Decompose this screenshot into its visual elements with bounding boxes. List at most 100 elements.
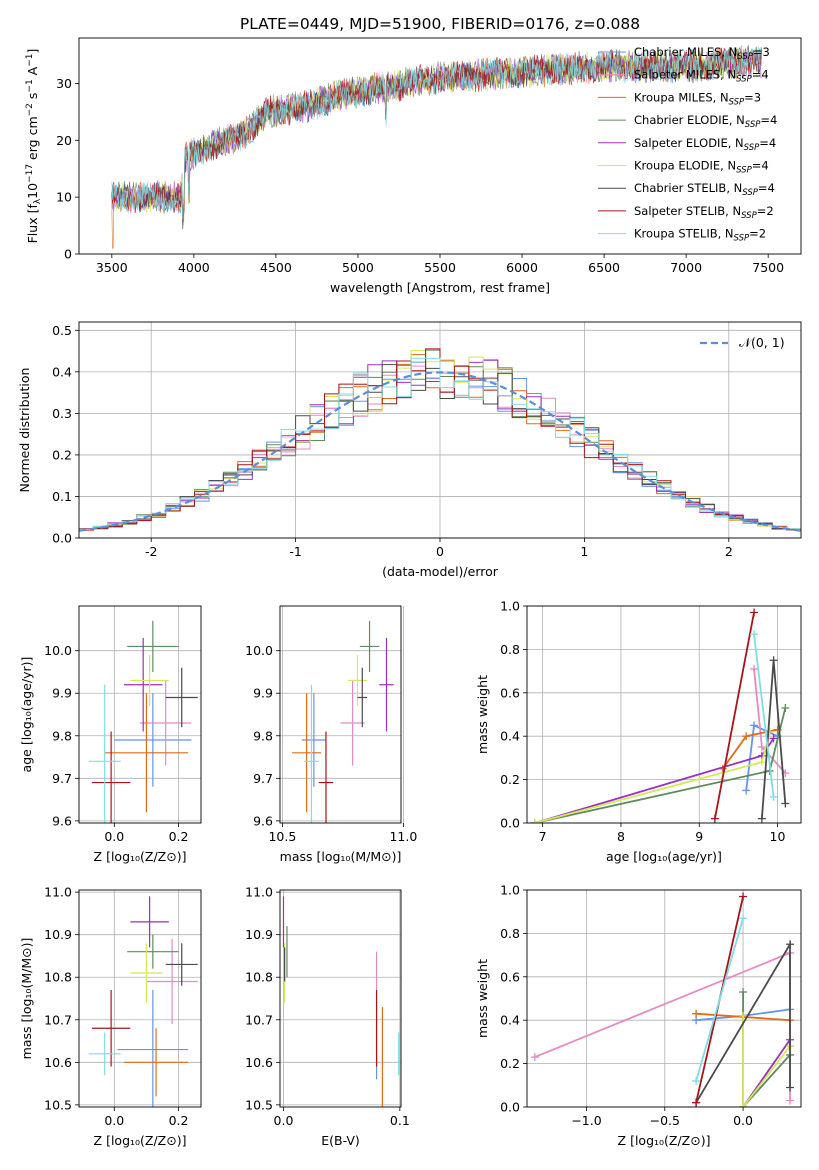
axes-frame: [279, 889, 402, 1108]
y-tick-label: 10.5: [44, 1097, 72, 1112]
weight-marker: [781, 703, 790, 712]
x-tick-label: 7000: [670, 260, 702, 275]
x-tick-label: 7500: [752, 260, 784, 275]
weight-marker: [781, 799, 790, 808]
x-tick-label: 1: [580, 544, 588, 559]
x-tick-label: 0.2: [169, 1113, 189, 1128]
y-tick-label: 10.7: [245, 1012, 273, 1027]
x-tick-label: 0.0: [733, 1113, 753, 1128]
y-tick-label: 30: [56, 76, 72, 91]
legend-entry: Chabrier STELIB, NSSP=4: [634, 181, 775, 198]
y-tick-label: 9.7: [52, 771, 72, 786]
x-axis-label: Z [log₁₀(Z/Z⊙)]: [94, 849, 187, 864]
weight-marker: [750, 721, 759, 730]
y-tick-label: 0: [64, 247, 72, 262]
y-tick-label: 0.5: [52, 323, 72, 338]
residuals-series-group: [79, 348, 801, 532]
weight-marker: [757, 814, 766, 823]
x-tick-label: −1.0: [571, 1113, 601, 1128]
y-tick-label: 9.9: [52, 686, 72, 701]
x-tick-label: 0.0: [274, 1113, 294, 1128]
legend-entry: Salpeter MILES, NSSP=4: [634, 68, 769, 85]
y-tick-label: 0.0: [52, 531, 72, 546]
axes-frame: [78, 321, 802, 539]
axes-frame: [78, 37, 802, 255]
y-tick-label: 10.6: [245, 1055, 273, 1070]
x-axis-label: Z [log₁₀(Z/Z⊙)]: [618, 1133, 711, 1148]
x-tick-label: 5500: [424, 260, 456, 275]
weight-line: [534, 731, 771, 823]
y-tick-label: 11.0: [44, 885, 72, 900]
axes-frame: [78, 605, 202, 824]
weight-line: [714, 612, 755, 819]
y-tick-label: 0.6: [500, 685, 520, 700]
x-tick-label: 8: [617, 829, 625, 844]
x-tick-label: 4000: [178, 260, 210, 275]
x-tick-label: 0.2: [169, 829, 189, 844]
y-tick-label: 0.3: [52, 406, 72, 421]
legend-entry: Chabrier MILES, NSSP=3: [634, 45, 770, 62]
spectrum-series-group: [111, 44, 762, 249]
grid-layer: [79, 322, 801, 1108]
y-tick-label: 10.8: [245, 970, 273, 985]
x-tick-label: -2: [145, 544, 157, 559]
data-layer: [79, 44, 801, 1107]
weight-line: [753, 634, 775, 798]
weight-marker: [739, 987, 748, 996]
axes-frame: [526, 889, 802, 1108]
legend-entry: Kroupa MILES, NSSP=3: [634, 90, 761, 107]
x-tick-label: 7: [539, 829, 547, 844]
weight-marker: [530, 1053, 539, 1062]
y-tick-label: 9.7: [253, 771, 273, 786]
x-axis-label: age [log₁₀(age/yr)]: [606, 849, 722, 864]
gaussian-curve: [79, 371, 801, 532]
legend-entry: Kroupa ELODIE, NSSP=4: [634, 159, 769, 176]
x-tick-label: 3500: [96, 260, 128, 275]
y-tick-label: 0.8: [500, 926, 520, 941]
mass_vs_ebv-series-group: [282, 896, 400, 1107]
weight-marker: [739, 892, 748, 901]
y-tick-label: 0.1: [52, 489, 72, 504]
weight_vs_age-series-group: [530, 608, 790, 823]
y-axis-label: Normed distribution: [17, 368, 32, 493]
weight-line: [742, 1015, 791, 1107]
y-tick-label: 10.0: [44, 643, 72, 658]
x-tick-label: 10.5: [268, 829, 296, 844]
weight-marker: [769, 656, 778, 665]
weight-marker: [739, 914, 748, 923]
x-tick-label: 0.1: [390, 1113, 410, 1128]
y-tick-label: 0.2: [500, 772, 520, 787]
weight-line: [695, 917, 744, 1082]
y-axis-label: mass weight: [475, 675, 490, 754]
weight_vs_Z-series-group: [530, 892, 795, 1107]
weight-marker: [786, 940, 795, 949]
x-tick-label: 0.0: [104, 829, 124, 844]
x-tick-label: 10: [770, 829, 786, 844]
axes-frame: [526, 605, 802, 824]
weight-marker: [750, 608, 759, 617]
y-tick-label: 11.0: [245, 885, 273, 900]
weight-marker: [530, 819, 539, 823]
y-tick-label: 9.6: [253, 813, 273, 828]
y-axis-label: mass [log₁₀(M/M⊙)]: [19, 938, 34, 1060]
legend-entry: Salpeter STELIB, NSSP=2: [634, 204, 774, 221]
y-tick-label: 0.2: [52, 447, 72, 462]
weight-marker: [739, 1011, 748, 1020]
weight-marker: [765, 727, 774, 736]
weight-marker: [786, 1083, 795, 1092]
weight-marker: [742, 786, 751, 795]
axes-frame: [279, 605, 402, 824]
y-tick-label: 10.9: [245, 927, 273, 942]
x-tick-label: 0.0: [104, 1113, 124, 1128]
x-axis-label: mass [log₁₀(M/M⊙)]: [280, 849, 402, 864]
weight-marker: [757, 758, 766, 767]
x-tick-label: 5000: [342, 260, 374, 275]
x-tick-label: -1: [289, 544, 301, 559]
spectrum-line: [111, 46, 762, 220]
x-tick-label: 6000: [506, 260, 538, 275]
y-tick-label: 9.8: [253, 728, 273, 743]
y-tick-label: 1.0: [500, 883, 520, 898]
y-tick-label: 10.6: [44, 1055, 72, 1070]
y-tick-label: 0.0: [500, 816, 520, 831]
